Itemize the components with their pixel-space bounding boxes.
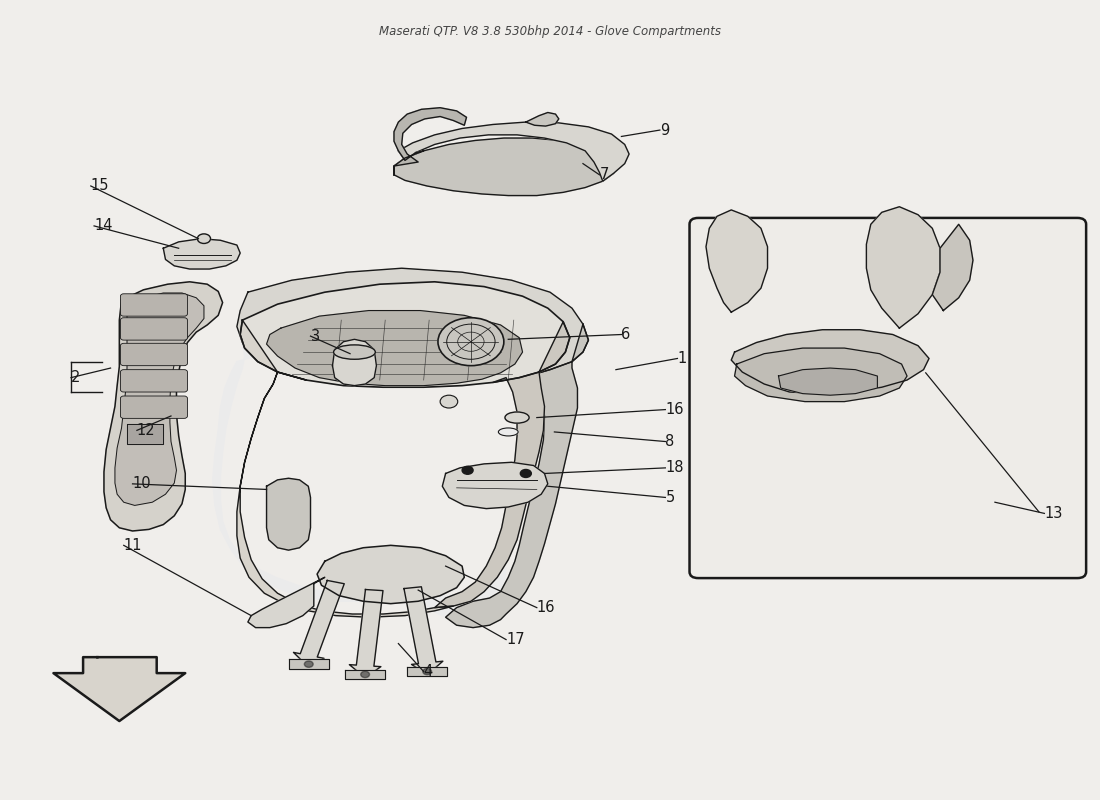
Text: 17: 17 (506, 632, 525, 647)
Text: 11: 11 (123, 538, 142, 553)
Polygon shape (779, 368, 878, 395)
Polygon shape (104, 282, 222, 531)
Polygon shape (126, 424, 163, 444)
Text: 10: 10 (132, 476, 151, 491)
FancyBboxPatch shape (690, 218, 1086, 578)
Polygon shape (434, 322, 570, 608)
Text: 7: 7 (600, 167, 608, 182)
Polygon shape (933, 224, 974, 310)
Text: 3: 3 (310, 329, 320, 344)
Circle shape (440, 395, 458, 408)
Text: 13: 13 (1044, 506, 1063, 521)
Text: 6: 6 (621, 327, 630, 342)
FancyBboxPatch shape (120, 396, 187, 418)
FancyBboxPatch shape (120, 370, 187, 392)
Text: 16: 16 (666, 402, 684, 417)
Polygon shape (407, 666, 447, 676)
Polygon shape (236, 320, 453, 618)
Circle shape (520, 470, 531, 478)
Polygon shape (240, 282, 570, 387)
Polygon shape (706, 210, 768, 312)
Text: 14: 14 (95, 218, 112, 234)
Polygon shape (735, 348, 908, 402)
Polygon shape (212, 292, 506, 628)
FancyBboxPatch shape (120, 294, 187, 316)
Circle shape (462, 466, 473, 474)
Text: 4: 4 (424, 664, 433, 679)
Polygon shape (345, 670, 385, 679)
Circle shape (361, 671, 370, 678)
Polygon shape (248, 578, 324, 628)
Circle shape (305, 661, 314, 667)
FancyBboxPatch shape (120, 318, 187, 340)
Text: 2: 2 (72, 370, 80, 385)
Text: 18: 18 (666, 460, 684, 475)
Polygon shape (266, 478, 310, 550)
Text: 5: 5 (666, 490, 674, 505)
Polygon shape (867, 206, 940, 328)
Polygon shape (266, 310, 522, 386)
Polygon shape (732, 330, 930, 394)
Polygon shape (54, 657, 185, 721)
Polygon shape (394, 138, 616, 195)
Text: 16: 16 (537, 600, 556, 615)
Polygon shape (446, 324, 588, 628)
Polygon shape (332, 339, 376, 386)
Text: 15: 15 (91, 178, 109, 194)
FancyBboxPatch shape (120, 343, 187, 366)
Polygon shape (114, 293, 204, 506)
Ellipse shape (498, 428, 518, 436)
Polygon shape (163, 238, 240, 269)
Text: 1: 1 (678, 351, 686, 366)
Circle shape (197, 234, 210, 243)
Ellipse shape (505, 412, 529, 423)
Text: 9: 9 (660, 122, 669, 138)
Circle shape (422, 668, 431, 674)
Ellipse shape (333, 345, 375, 359)
Polygon shape (398, 122, 629, 181)
Text: 12: 12 (136, 423, 155, 438)
Polygon shape (526, 113, 559, 126)
Text: 8: 8 (666, 434, 674, 449)
Circle shape (438, 318, 504, 366)
Polygon shape (289, 659, 329, 669)
Polygon shape (394, 108, 466, 174)
Polygon shape (350, 590, 383, 678)
Polygon shape (317, 546, 464, 604)
Polygon shape (442, 462, 548, 509)
Polygon shape (294, 581, 344, 667)
Polygon shape (236, 268, 588, 384)
Polygon shape (404, 586, 443, 674)
Text: Maserati QTP. V8 3.8 530bhp 2014 - Glove Compartments: Maserati QTP. V8 3.8 530bhp 2014 - Glove… (379, 25, 720, 38)
